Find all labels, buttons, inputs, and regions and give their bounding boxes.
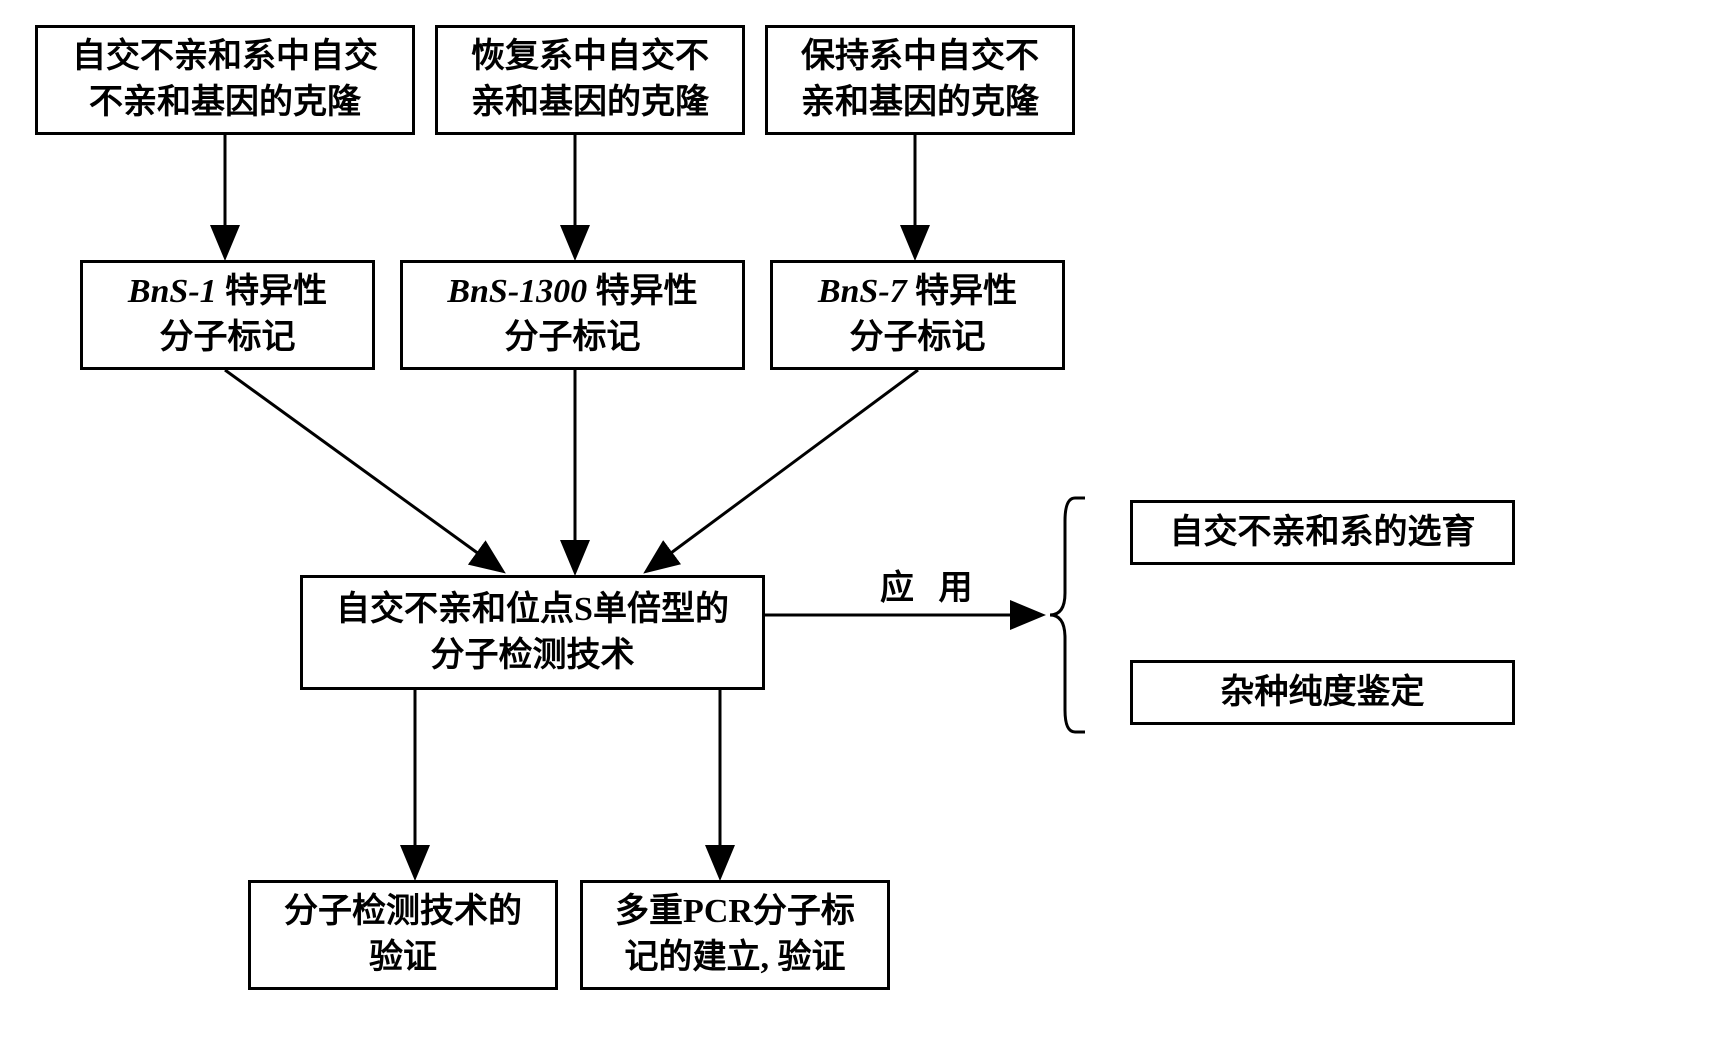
box-mid-right-text: BnS-7 特异性分子标记 [818,269,1017,361]
box-top-left-text: 自交不亲和系中自交不亲和基因的克隆 [72,34,378,126]
box-bottom-center: 多重PCR分子标记的建立, 验证 [580,880,890,990]
box-top-center: 恢复系中自交不亲和基因的克隆 [435,25,745,135]
box-top-center-text: 恢复系中自交不亲和基因的克隆 [471,34,709,126]
box-center-text: 自交不亲和位点S单倍型的分子检测技术 [336,587,729,679]
box-bottom-center-text: 多重PCR分子标记的建立, 验证 [615,889,855,981]
box-bottom-left-text: 分子检测技术的验证 [284,889,522,981]
box-bottom-left: 分子检测技术的验证 [248,880,558,990]
box-mid-left-text: BnS-1 特异性分子标记 [128,269,327,361]
box-center: 自交不亲和位点S单倍型的分子检测技术 [300,575,765,690]
arrow-r2-center-right [648,370,918,570]
application-label: 应 用 [880,560,981,609]
box-side-top: 自交不亲和系的选育 [1130,500,1515,565]
arrow-r2-center-left [225,370,501,570]
box-top-left: 自交不亲和系中自交不亲和基因的克隆 [35,25,415,135]
box-mid-center: BnS-1300 特异性分子标记 [400,260,745,370]
box-mid-center-text: BnS-1300 特异性分子标记 [447,269,697,361]
box-top-right-text: 保持系中自交不亲和基因的克隆 [801,34,1039,126]
bracket [1050,498,1085,732]
box-mid-left: BnS-1 特异性分子标记 [80,260,375,370]
box-side-bottom: 杂种纯度鉴定 [1130,660,1515,725]
box-mid-right: BnS-7 特异性分子标记 [770,260,1065,370]
box-side-top-text: 自交不亲和系的选育 [1170,510,1476,556]
box-side-bottom-text: 杂种纯度鉴定 [1221,670,1425,716]
box-top-right: 保持系中自交不亲和基因的克隆 [765,25,1075,135]
